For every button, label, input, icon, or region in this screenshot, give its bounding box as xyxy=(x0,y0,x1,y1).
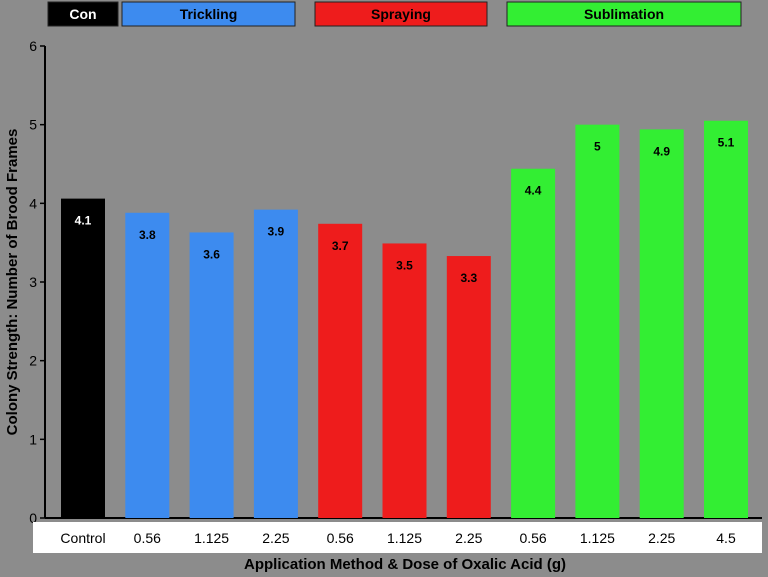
data-label: 4.4 xyxy=(525,184,542,198)
y-axis-title: Colony Strength: Number of Brood Frames xyxy=(4,129,21,436)
category-labels: Control 0.56 1.125 2.25 0.56 1.125 2.25 0.56 1.1… xyxy=(60,530,736,546)
category-label: 2.25 xyxy=(262,530,289,546)
legend-label-0: Con xyxy=(69,6,96,22)
category-label: 1.125 xyxy=(194,530,229,546)
data-label: 3.5 xyxy=(396,258,413,272)
data-label: 4.1 xyxy=(75,214,92,228)
bar xyxy=(61,198,105,518)
bar xyxy=(189,232,234,518)
category-label-band xyxy=(33,522,762,553)
category-label: 0.56 xyxy=(327,530,354,546)
category-label: 1.125 xyxy=(387,530,422,546)
category-label: 0.56 xyxy=(519,530,546,546)
y-tick-label: 0 xyxy=(29,510,37,526)
legend-swatch-2 xyxy=(314,1,488,27)
legend: Con Trickling Spraying Sublimation xyxy=(47,1,742,27)
data-label: 3.3 xyxy=(460,271,477,285)
data-label: 3.6 xyxy=(203,247,220,261)
y-tick-label: 1 xyxy=(29,431,37,447)
y-tick-label: 5 xyxy=(29,117,37,133)
bar xyxy=(511,168,556,518)
category-label: 2.25 xyxy=(648,530,675,546)
legend-swatch-0 xyxy=(47,1,119,27)
x-axis-title: Application Method & Dose of Oxalic Acid… xyxy=(244,556,566,573)
legend-label-1: Trickling xyxy=(180,6,238,22)
bar xyxy=(382,243,427,518)
category-label: 1.125 xyxy=(580,530,615,546)
data-label: 5.1 xyxy=(718,136,735,150)
legend-label-3: Sublimation xyxy=(584,6,664,22)
bar xyxy=(253,209,298,519)
data-label: 4.9 xyxy=(653,144,670,158)
y-tick-label: 4 xyxy=(29,195,37,211)
bar xyxy=(704,120,748,518)
bar xyxy=(125,212,170,519)
category-label: Control xyxy=(60,530,105,546)
y-tick-label: 3 xyxy=(29,274,37,290)
category-label: 4.5 xyxy=(716,530,736,546)
data-label: 3.7 xyxy=(332,239,349,253)
legend-swatch-1 xyxy=(121,1,296,27)
y-tick-label: 2 xyxy=(29,353,37,369)
category-label: 0.56 xyxy=(134,530,161,546)
bar xyxy=(639,129,684,519)
plot-area: 0 1 2 3 4 5 6 4.1 3.8 3.6 3.9 3.7 3.5 3.3 4.4 5 4.9 5.1 xyxy=(29,38,762,526)
bar xyxy=(446,256,491,518)
data-label: 3.9 xyxy=(268,225,285,239)
data-label: 5 xyxy=(594,140,601,154)
legend-label-2: Spraying xyxy=(371,6,431,22)
legend-swatch-3 xyxy=(506,1,742,27)
y-tick-label: 6 xyxy=(29,38,37,54)
data-label: 3.8 xyxy=(139,228,156,242)
bar xyxy=(318,223,363,518)
category-label: 2.25 xyxy=(455,530,482,546)
bar xyxy=(575,124,620,519)
